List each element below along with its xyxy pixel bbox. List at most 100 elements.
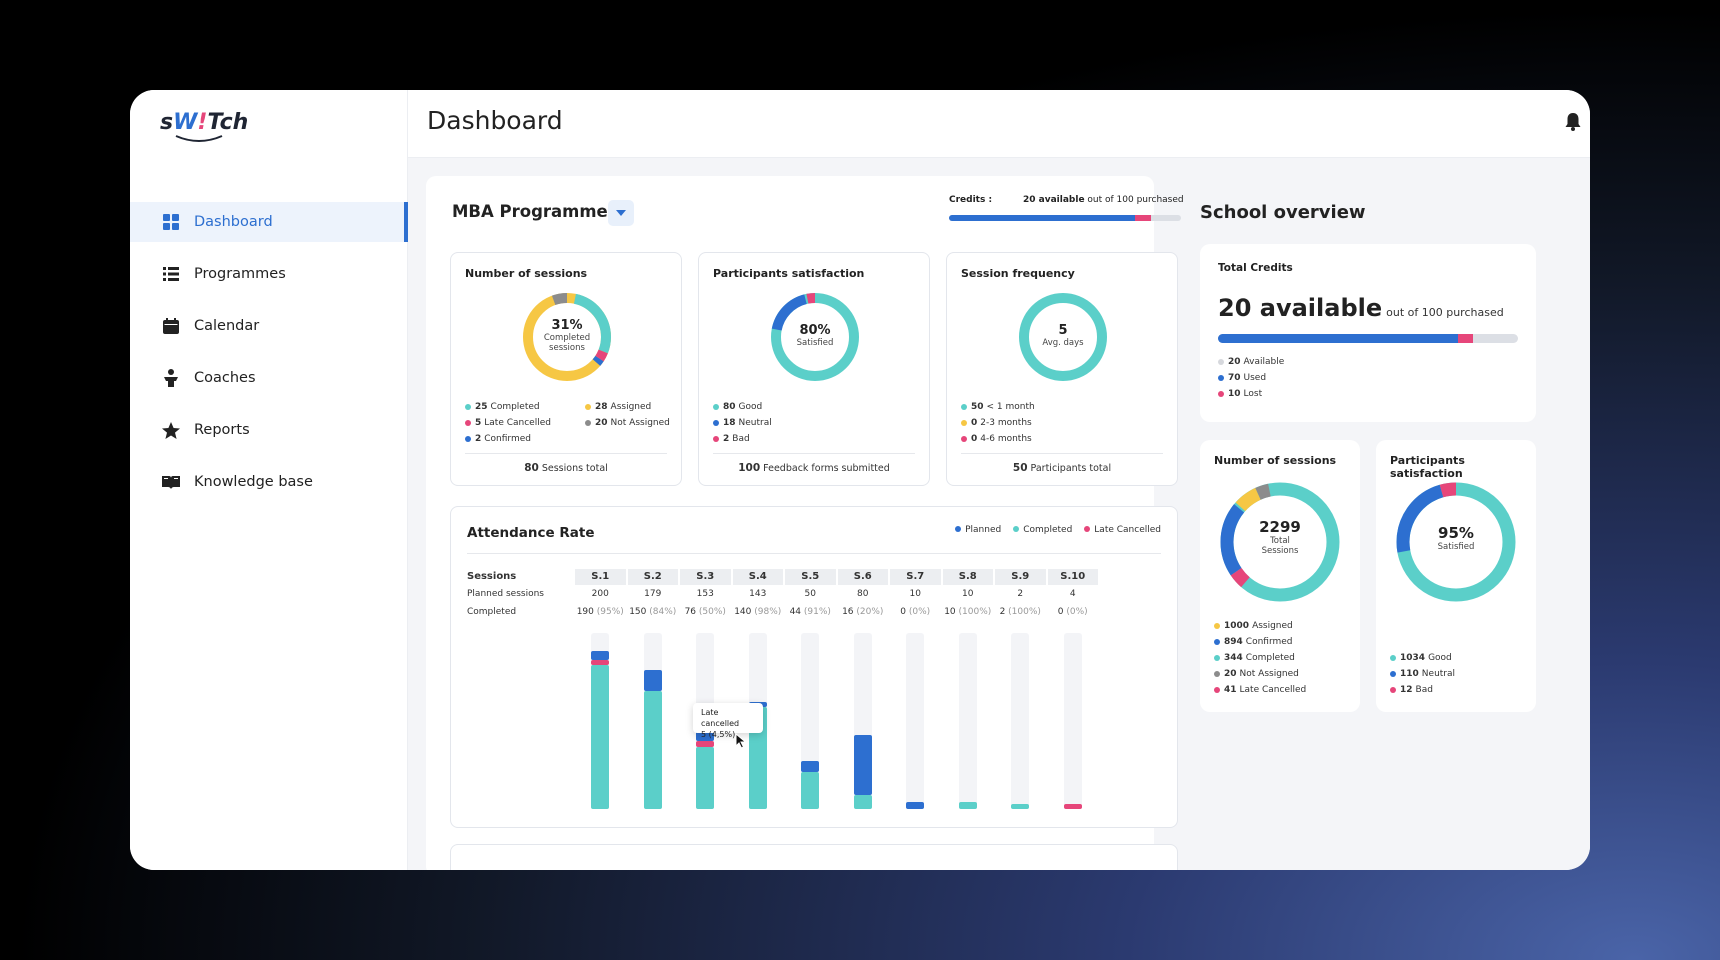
- logo[interactable]: sW!Tch: [160, 110, 249, 135]
- completed-cell: 140 (98%): [734, 607, 782, 617]
- sidebar-item-label: Calendar: [194, 318, 260, 334]
- bar-segment-planned[interactable]: [906, 801, 925, 809]
- overview-satisfaction-card: Participants satisfaction 95% Satisfied …: [1376, 440, 1536, 712]
- book-icon: [162, 473, 180, 491]
- credits-progress-bar: [949, 215, 1181, 221]
- planned-cell: 10: [909, 589, 921, 599]
- card-title: Participants satisfaction: [713, 267, 865, 280]
- bar-segment-completed[interactable]: [801, 772, 820, 809]
- sidebar-item-label: Reports: [194, 422, 250, 438]
- donut-center-value: 5: [1058, 323, 1068, 338]
- bar-track: [906, 633, 925, 809]
- sidebar-item-knowledge-base[interactable]: Knowledge base: [130, 462, 408, 502]
- session-header: S.8: [942, 569, 993, 585]
- legend-item: 2 Bad: [713, 431, 772, 447]
- sidebar-item-calendar[interactable]: Calendar: [130, 306, 408, 346]
- programme-credits: Credits : 20 available out of 100 purcha…: [949, 195, 1184, 205]
- donut-center-value: 80%: [799, 323, 831, 338]
- row-label-completed: Completed: [467, 607, 517, 617]
- credits-used-segment: [949, 215, 1135, 221]
- sidebar-item-coaches[interactable]: Coaches: [130, 358, 408, 398]
- sidebar-item-dashboard[interactable]: Dashboard: [130, 202, 408, 242]
- sidebar-item-label: Knowledge base: [194, 474, 313, 490]
- planned-cell: 50: [804, 589, 816, 599]
- donut-center-label: Satisfied: [1437, 542, 1475, 552]
- bar-segment-planned[interactable]: [643, 669, 662, 692]
- bar-segment-completed[interactable]: [696, 747, 715, 809]
- card-title: Number of sessions: [1214, 454, 1337, 467]
- bar-segment-completed[interactable]: [958, 801, 977, 809]
- bar-segment-late-cancelled[interactable]: [591, 659, 610, 665]
- donut-center-label: Sessions: [1261, 546, 1299, 556]
- credits-lost-segment: [1458, 334, 1473, 343]
- donut-center-label: Total: [1270, 536, 1290, 546]
- session-header: S.1: [575, 569, 626, 585]
- legend-item: 18 Neutral: [713, 415, 772, 431]
- sidebar-nav: Dashboard Programmes Calendar Coaches: [130, 202, 408, 514]
- bar-segment-late-cancelled[interactable]: [696, 741, 715, 748]
- card-footer: 80 Sessions total: [465, 453, 667, 474]
- donut-center-label: Avg. days: [1042, 338, 1084, 348]
- total-credits-value: 20 available out of 100 purchased: [1218, 294, 1504, 322]
- session-header: S.6: [837, 569, 888, 585]
- legend-item: 70 Used: [1218, 370, 1284, 386]
- bar-track: [1063, 633, 1082, 809]
- bar-segment-completed[interactable]: [643, 691, 662, 809]
- attendance-card: Attendance Rate Planned Completed Late C…: [450, 506, 1178, 828]
- legend-item: 0 4-6 months: [961, 431, 1035, 447]
- planned-cell: 153: [696, 589, 714, 599]
- sessions-donut: 31% Completed sessions: [521, 291, 613, 383]
- legend-item: 20 Available: [1218, 354, 1284, 370]
- bar-segment-planned[interactable]: [591, 650, 610, 660]
- planned-cell: 4: [1069, 589, 1076, 599]
- programme-dropdown-button[interactable]: [608, 200, 634, 226]
- legend-item: 12 Bad: [1390, 682, 1455, 698]
- programme-panel: MBA Programme Credits : 20 available out…: [426, 176, 1184, 870]
- legend-item: 1000 Assigned: [1214, 618, 1306, 634]
- sessions-card: Number of sessions 31% Completed session…: [450, 252, 682, 486]
- bar-segment-completed[interactable]: [1011, 803, 1030, 809]
- sidebar-item-label: Dashboard: [194, 214, 273, 230]
- completed-cell: 0 (0%): [900, 607, 931, 617]
- card-title: Number of sessions: [465, 267, 588, 280]
- total-credits-card: Total Credits 20 available out of 100 pur…: [1200, 244, 1536, 422]
- sidebar-item-label: Coaches: [194, 370, 256, 386]
- calendar-icon: [162, 317, 180, 335]
- card-footer: 50 Participants total: [961, 453, 1163, 474]
- bar-segment-completed[interactable]: [591, 664, 610, 809]
- legend-item: 0 2-3 months: [961, 415, 1035, 431]
- legend-item: 1034 Good: [1390, 650, 1455, 666]
- bar-tooltip: Late cancelled 5 (4,5%): [693, 703, 763, 739]
- credits-label: Credits :: [949, 195, 993, 205]
- legend-item: 20 Not Assigned: [585, 415, 670, 431]
- completed-cell: 44 (91%): [789, 607, 831, 617]
- chevron-down-icon: [616, 210, 626, 216]
- legend-item: 50 < 1 month: [961, 399, 1035, 415]
- frequency-donut: 5 Avg. days: [1017, 291, 1109, 383]
- donut-center-value: 95%: [1438, 524, 1474, 542]
- frequency-legend: 50 < 1 month 0 2-3 months 0 4-6 months: [961, 399, 1035, 447]
- coach-icon: [162, 369, 180, 387]
- session-header: S.7: [890, 569, 941, 585]
- bar-segment-completed[interactable]: [853, 794, 872, 809]
- grid-icon: [162, 213, 180, 231]
- sidebar-item-reports[interactable]: Reports: [130, 410, 408, 450]
- donut-center-label: sessions: [549, 343, 585, 353]
- bell-icon[interactable]: [1562, 111, 1584, 133]
- top-bar: Dashboard: [408, 90, 1590, 158]
- overview-satisfaction-legend: 1034 Good 110 Neutral 12 Bad: [1390, 650, 1455, 698]
- star-icon: [162, 421, 180, 439]
- credits-used-segment: [1218, 334, 1458, 343]
- card-title: Session frequency: [961, 267, 1075, 280]
- card-footer: 100 Feedback forms submitted: [713, 453, 915, 474]
- bar-segment-planned[interactable]: [853, 735, 872, 795]
- planned-cell: 143: [749, 589, 767, 599]
- attendance-legend: Planned Completed Late Cancelled: [955, 525, 1161, 535]
- planned-cell: 2: [1017, 589, 1024, 599]
- tooltip-value: 5 (4,5%): [701, 730, 736, 739]
- legend-item: 10 Lost: [1218, 386, 1284, 402]
- bar-segment-planned[interactable]: [801, 761, 820, 773]
- bar-segment-late-cancelled[interactable]: [1063, 803, 1082, 809]
- completed-cell: 16 (20%): [842, 607, 884, 617]
- sidebar-item-programmes[interactable]: Programmes: [130, 254, 408, 294]
